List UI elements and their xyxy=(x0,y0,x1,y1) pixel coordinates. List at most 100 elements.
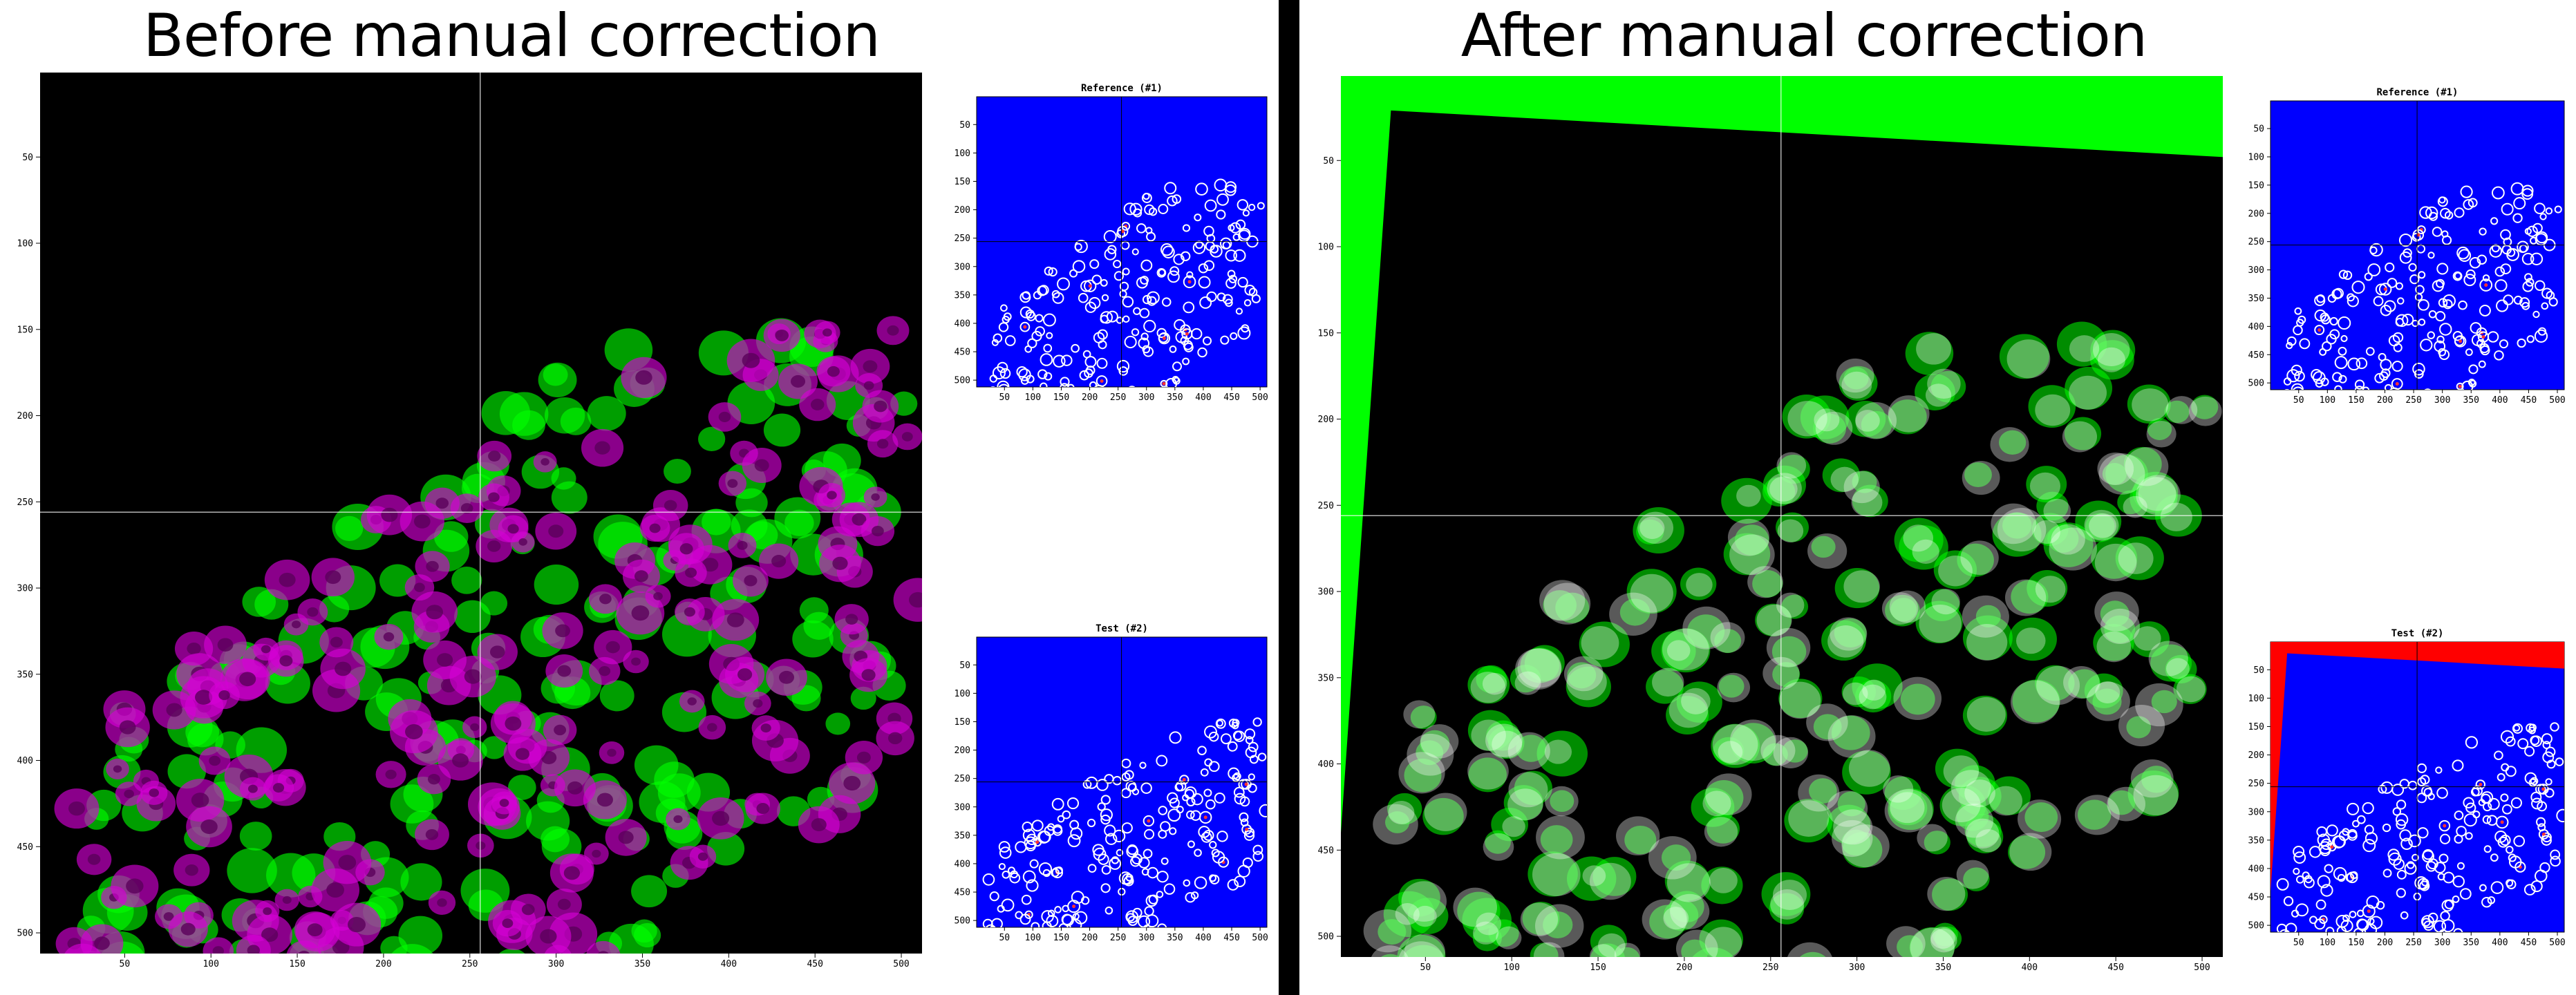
cell-outline xyxy=(2437,196,2448,207)
y-tick-label: 250 xyxy=(1318,501,1334,511)
cell-outline xyxy=(2550,849,2561,860)
cell-outline xyxy=(1227,269,1236,278)
cell-outline xyxy=(982,873,995,886)
cell-outline xyxy=(2453,928,2463,932)
magenta-cell xyxy=(1520,902,1559,937)
cell-outline xyxy=(1225,249,1237,262)
cell-outline xyxy=(1237,276,1248,288)
magenta-cell xyxy=(1769,476,1798,502)
green-cell xyxy=(1924,831,1950,855)
cell-outline xyxy=(1031,922,1040,927)
magenta-cell xyxy=(1710,622,1745,653)
magenta-cell xyxy=(1413,905,1437,927)
magenta-cell xyxy=(1770,889,1805,920)
cell-outline xyxy=(2524,273,2532,282)
y-tick-label: 100 xyxy=(955,689,970,699)
cell-nucleus xyxy=(126,878,144,894)
y-tick-label: 100 xyxy=(955,149,970,159)
cell-outline xyxy=(1160,243,1174,256)
green-cell xyxy=(1381,954,1400,957)
cell-outline xyxy=(1066,383,1075,387)
cell-outline xyxy=(2530,880,2543,893)
magenta-cell xyxy=(1727,518,1770,556)
x-tick-label: 500 xyxy=(1252,933,1268,943)
magenta-cell xyxy=(1767,473,1802,504)
cell-outline xyxy=(2393,343,2403,352)
magenta-cell xyxy=(1964,779,1995,808)
cell-outline xyxy=(1204,725,1217,739)
y-tick-label: 300 xyxy=(2248,265,2264,276)
cell-nucleus xyxy=(385,769,397,779)
cell-outline xyxy=(1004,335,1016,346)
magenta-cell xyxy=(1815,411,1853,445)
green-cell xyxy=(2008,835,2046,869)
cell-outline xyxy=(2374,372,2385,383)
cell-outline xyxy=(2528,723,2537,732)
magenta-cell xyxy=(1736,484,1761,507)
cell-outline xyxy=(2412,319,2419,328)
cell-nucleus xyxy=(338,855,357,871)
magenta-cell xyxy=(1859,684,1887,710)
after-merged-panel: 50 50 100 100 150 150 200 200 250 250 300 300 350 350… xyxy=(1318,76,2223,973)
cell-outline xyxy=(2534,202,2546,214)
green-cell xyxy=(1845,401,1886,437)
before-merged-panel: 50 50 100 100 150 150 200 200 250 250 300 300 350 350… xyxy=(17,73,922,969)
cell-outline xyxy=(1248,203,1256,211)
green-cell xyxy=(634,745,679,785)
magenta-cell xyxy=(2049,527,2097,571)
cell-outline xyxy=(2460,185,2473,198)
green-cell xyxy=(1646,670,1684,704)
cell-outline xyxy=(1248,741,1259,752)
magenta-cell xyxy=(1668,692,1709,728)
cell-outline xyxy=(2441,230,2449,238)
x-tick-label: 100 xyxy=(1025,933,1041,943)
cell-outline xyxy=(2364,824,2374,835)
cell-outline xyxy=(2334,356,2348,370)
cell-nucleus xyxy=(75,956,91,969)
cell-outline xyxy=(1140,332,1149,341)
cell-outline xyxy=(2329,316,2338,326)
cell-nucleus xyxy=(832,556,848,570)
cell-nucleus xyxy=(279,572,296,587)
magenta-cell xyxy=(1532,853,1581,897)
hot-spot xyxy=(2541,787,2546,791)
green-cell xyxy=(1905,332,1954,375)
magenta-cell xyxy=(1779,681,1821,719)
green-cell xyxy=(1543,911,1573,938)
cell-nucleus xyxy=(218,690,230,701)
cell-outline xyxy=(2523,884,2536,896)
y-tick-label: 50 xyxy=(1323,156,1334,167)
cell-outline xyxy=(1237,199,1249,211)
green-cell xyxy=(1723,533,1771,576)
green-cell xyxy=(1590,943,1625,957)
cell-outline xyxy=(2398,233,2413,247)
cell-outline xyxy=(1167,270,1180,283)
cell-outline xyxy=(1116,316,1124,324)
cell-outline xyxy=(1216,292,1226,302)
magenta-cell xyxy=(1760,735,1796,766)
cell-outline xyxy=(1067,834,1081,848)
cell-outline xyxy=(2387,278,2398,288)
y-tick-label: 450 xyxy=(1318,846,1334,856)
cell-outline xyxy=(2380,781,2394,794)
cell-nucleus xyxy=(737,668,753,681)
hot-spot xyxy=(1187,280,1192,284)
green-cell xyxy=(2102,463,2127,485)
green-cell xyxy=(702,509,731,536)
cell-outline xyxy=(1085,366,1096,375)
cell-outline xyxy=(990,918,1003,927)
green-cell xyxy=(1592,857,1637,896)
cell-outline xyxy=(2556,808,2564,823)
after-reference-panel: Reference (#1) 50 50 100 100 150 150 200 200 250 2… xyxy=(2248,87,2566,406)
magenta-cell xyxy=(1930,928,1957,953)
cell-outline xyxy=(1147,866,1159,879)
cell-outline xyxy=(2385,262,2395,273)
cell-outline xyxy=(1104,248,1117,260)
cell-outline xyxy=(1203,788,1212,797)
cell-outline xyxy=(2495,815,2509,829)
cell-nucleus xyxy=(856,751,871,764)
y-tick-label: 50 xyxy=(959,661,970,671)
magenta-cell xyxy=(1363,909,1412,953)
magenta-cell xyxy=(1855,410,1880,432)
cell-outline xyxy=(1175,331,1187,343)
